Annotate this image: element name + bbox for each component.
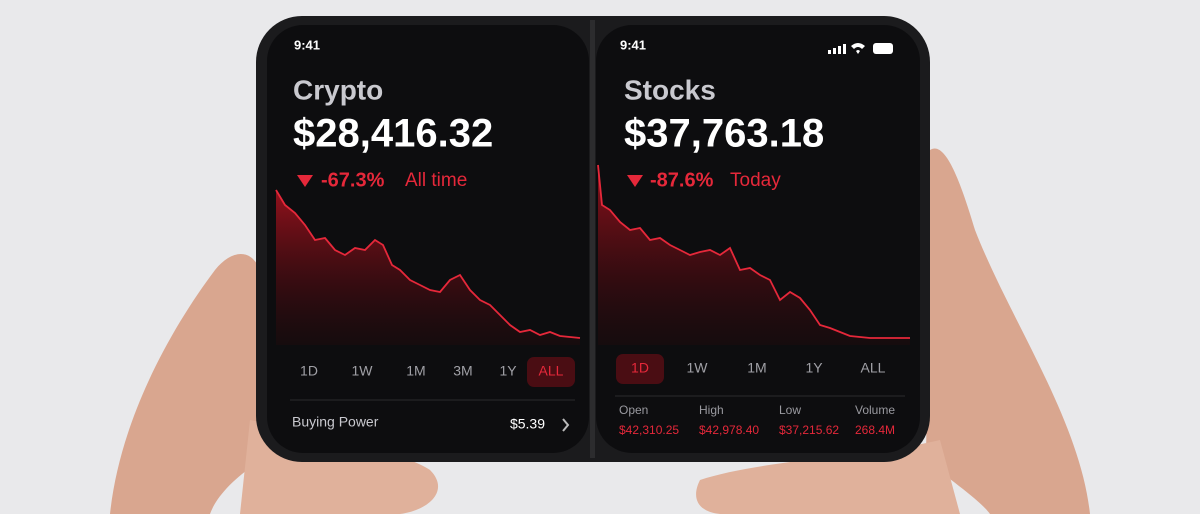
change: -67.3% [321, 169, 385, 191]
stat-value: $37,215.62 [779, 423, 839, 437]
price: $28,416.32 [293, 112, 493, 156]
stat-label: Volume [855, 403, 895, 417]
range-button[interactable]: 1D [631, 360, 649, 376]
range-button[interactable]: 3M [453, 363, 472, 379]
chart-line [597, 164, 910, 339]
hinge [590, 20, 595, 458]
chart-area [276, 190, 580, 345]
period: All time [405, 170, 467, 191]
right-screen [596, 25, 920, 453]
left-hand [110, 253, 262, 514]
dynamic: 1D 1W 1M 3M 1Y ALL 1D 1W 1M 1Y ALL Open $42,310.25 Hi… [300, 354, 895, 437]
range-button[interactable]: 1D [300, 363, 318, 379]
chart-area [598, 165, 910, 345]
status-time: 9:41 [294, 37, 320, 52]
range-highlight [527, 357, 575, 387]
range-button[interactable]: 1Y [805, 360, 823, 376]
range-highlight [616, 354, 664, 384]
stat-value: 268.4M [855, 423, 895, 437]
buying-power-value: $5.39 [510, 416, 545, 432]
chart-line [275, 189, 581, 339]
pane-title: Crypto [293, 74, 383, 105]
price: $37,763.18 [624, 112, 824, 156]
left-screen [267, 25, 589, 453]
change: -87.6% [650, 169, 714, 191]
stat-value: $42,978.40 [699, 423, 759, 437]
stat-value: $42,310.25 [619, 423, 679, 437]
range-button[interactable]: 1Y [499, 363, 517, 379]
down-arrow [627, 175, 643, 187]
range-button[interactable]: 1M [747, 360, 766, 376]
range-button[interactable]: 1W [352, 363, 374, 379]
range-button[interactable]: ALL [539, 363, 564, 379]
buying-power-label: Buying Power [292, 414, 379, 430]
right-hand [926, 148, 1090, 514]
range-button[interactable]: 1W [687, 360, 709, 376]
down-arrow [297, 175, 313, 187]
range-button[interactable]: ALL [861, 360, 886, 376]
stat-label: High [699, 403, 724, 417]
chevron[interactable] [562, 418, 570, 432]
pane-title: Stocks [624, 74, 716, 105]
period: Today [730, 170, 781, 191]
status-time: 9:41 [620, 37, 646, 52]
range-button[interactable]: 1M [406, 363, 425, 379]
stat-label: Low [779, 403, 801, 417]
stat-label: Open [619, 403, 648, 417]
status-icons [828, 43, 893, 54]
